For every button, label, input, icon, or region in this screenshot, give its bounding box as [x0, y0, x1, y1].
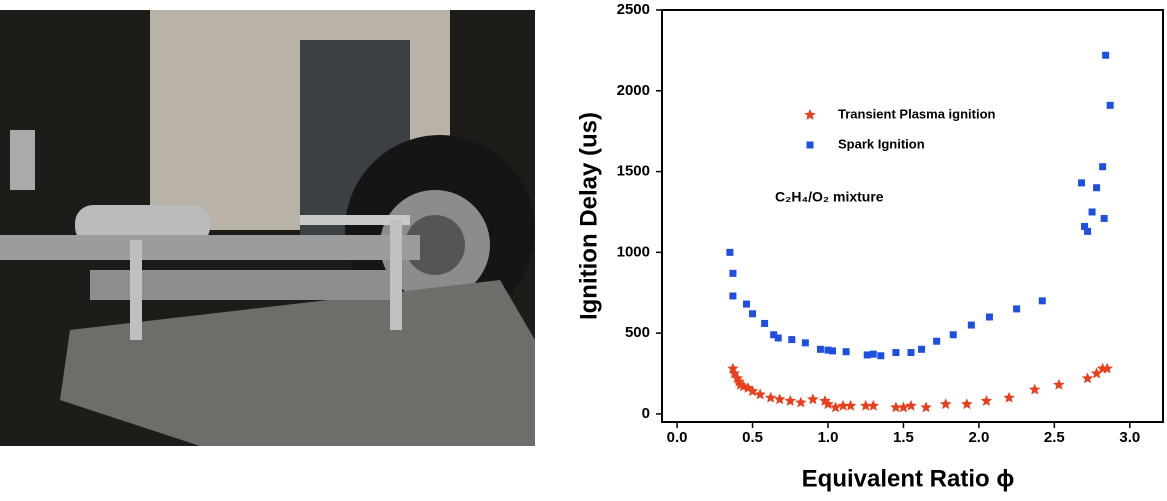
x-tick-label: 0.5	[742, 429, 763, 446]
star-point	[837, 399, 849, 411]
plot-frame	[661, 9, 1164, 423]
square-point	[1099, 163, 1107, 171]
star-point	[1029, 383, 1041, 395]
square-point	[907, 349, 915, 357]
square-point	[743, 300, 751, 308]
x-tick-label: 0.0	[667, 429, 688, 446]
square-point	[729, 269, 737, 277]
y-tick-label: 1500	[617, 163, 650, 180]
x-tick-label: 1.5	[893, 429, 914, 446]
square-point	[761, 319, 769, 327]
star-point	[980, 395, 993, 406]
y-tick-label: 500	[625, 324, 650, 341]
legend-label: Transient Plasma ignition	[838, 106, 996, 121]
square-point	[770, 331, 778, 339]
square-point	[892, 349, 900, 357]
star-point	[795, 396, 807, 408]
star-point	[734, 378, 747, 390]
y-tick-label: 2000	[617, 82, 650, 99]
star-point	[764, 391, 777, 403]
square-point	[1081, 223, 1089, 231]
square-point	[918, 345, 926, 353]
square-point	[749, 310, 757, 318]
x-tick-label: 1.0	[818, 429, 839, 446]
square-point	[933, 337, 941, 345]
star-point	[774, 393, 786, 405]
star-point	[897, 401, 910, 413]
square-point	[1038, 297, 1046, 305]
star-point	[961, 398, 973, 410]
star-point	[1003, 391, 1015, 403]
square-point	[1093, 184, 1101, 192]
legend-label: Spark Ignition	[838, 136, 925, 151]
square-point	[877, 352, 885, 360]
square-point	[949, 331, 957, 339]
star-point	[940, 398, 952, 410]
square-point	[985, 313, 993, 321]
y-tick-label: 0	[642, 405, 650, 422]
square-point	[788, 336, 796, 344]
square-point	[1084, 227, 1092, 235]
square-point	[863, 351, 871, 359]
annotation: C₂H₄/O₂ mixture	[775, 189, 884, 205]
star-point	[807, 393, 819, 405]
star-point	[1101, 362, 1113, 374]
square-point	[726, 248, 734, 256]
x-tick-label: 3.0	[1119, 429, 1140, 446]
lab-photo	[0, 10, 535, 446]
star-point	[804, 109, 816, 120]
y-tick-label: 2500	[617, 1, 650, 18]
star-point	[867, 399, 879, 411]
square-point	[829, 347, 837, 355]
square-point	[729, 292, 737, 300]
x-tick-label: 2.5	[1044, 429, 1065, 446]
y-tick-label: 1000	[617, 243, 650, 260]
square-point	[869, 350, 877, 358]
square-point	[1088, 208, 1096, 216]
square-point	[824, 346, 832, 354]
square-point	[816, 345, 824, 353]
star-point	[784, 395, 796, 406]
square-point	[1106, 101, 1114, 109]
square-point	[801, 339, 809, 347]
star-point	[1053, 378, 1065, 390]
square-point	[1100, 214, 1108, 222]
square-point	[1078, 179, 1086, 187]
square-point	[774, 334, 782, 342]
star-point	[819, 395, 831, 406]
square-point	[1013, 305, 1021, 313]
star-point	[905, 399, 917, 411]
star-point	[829, 401, 842, 413]
star-point	[1090, 367, 1103, 379]
star-point	[860, 399, 872, 411]
square-point	[842, 348, 850, 356]
square-point	[967, 321, 975, 329]
star-point	[890, 401, 902, 413]
x-axis-label: Equivalent Ratio ϕ	[802, 465, 1015, 492]
star-point	[754, 388, 766, 400]
star-point	[731, 372, 744, 384]
star-point	[920, 401, 932, 413]
x-tick-label: 2.0	[968, 429, 989, 446]
y-axis-label: Ignition Delay (us)	[575, 112, 602, 320]
square-point	[806, 141, 814, 149]
square-point	[1102, 51, 1110, 59]
star-point	[844, 399, 857, 411]
star-point	[1081, 372, 1094, 384]
